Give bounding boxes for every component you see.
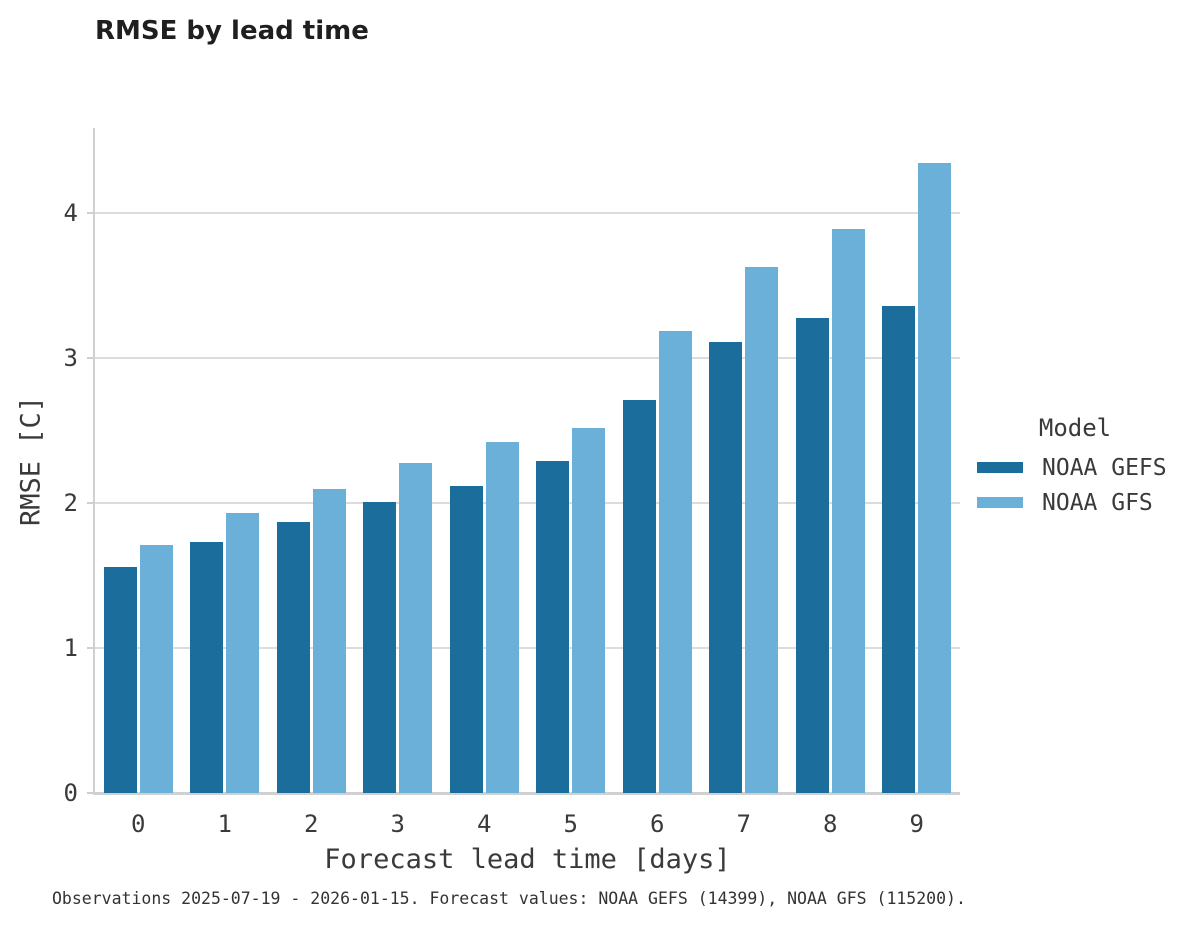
y-axis-spine <box>93 128 95 795</box>
x-tick-label-9: 9 <box>909 810 924 838</box>
bar-group-day-5 <box>528 128 615 793</box>
bar-noaa-gfs-day-0 <box>139 545 173 793</box>
bar-noaa-gefs-day-8 <box>795 317 829 793</box>
bar-noaa-gefs-day-9 <box>882 306 916 793</box>
plot-area <box>95 128 960 793</box>
bar-group-day-4 <box>441 128 528 793</box>
y-tick-label-2: 2 <box>63 488 78 517</box>
x-tick-label-2: 2 <box>304 810 319 838</box>
bar-noaa-gfs-day-4 <box>485 442 519 793</box>
x-tick-label-5: 5 <box>563 810 578 838</box>
bar-group-day-9 <box>874 128 961 793</box>
y-tick-mark-2 <box>87 501 94 504</box>
legend: Model NOAA GEFS NOAA GFS <box>977 414 1173 520</box>
bar-noaa-gefs-day-6 <box>622 400 656 793</box>
x-axis-spine <box>93 792 960 795</box>
y-tick-mark-3 <box>87 356 94 359</box>
bar-noaa-gefs-day-5 <box>536 461 570 793</box>
x-axis-label: Forecast lead time [days] <box>324 844 731 875</box>
legend-label-gefs: NOAA GEFS <box>1042 454 1167 481</box>
legend-label-gfs: NOAA GFS <box>1042 489 1153 516</box>
bar-group-day-3 <box>355 128 442 793</box>
chart-title: RMSE by lead time <box>95 16 369 46</box>
legend-swatch-gfs-icon <box>977 497 1023 508</box>
bar-noaa-gfs-day-1 <box>226 513 260 793</box>
legend-title: Model <box>1038 414 1112 442</box>
x-tick-label-1: 1 <box>217 810 232 838</box>
y-tick-label-3: 3 <box>63 343 78 372</box>
bar-noaa-gfs-day-7 <box>745 267 779 793</box>
x-tick-label-4: 4 <box>477 810 492 838</box>
bar-group-day-0 <box>95 128 182 793</box>
title-block: RMSE by lead time <box>95 14 369 48</box>
bar-noaa-gfs-day-9 <box>918 162 952 793</box>
bar-group-day-1 <box>182 128 269 793</box>
legend-swatch-gefs-icon <box>977 462 1023 473</box>
y-tick-mark-1 <box>87 646 94 649</box>
gridline-y-3 <box>95 357 960 360</box>
y-tick-mark-4 <box>87 211 94 214</box>
bar-group-day-7 <box>701 128 788 793</box>
bar-noaa-gfs-day-6 <box>658 330 692 793</box>
bar-noaa-gefs-day-4 <box>449 485 483 793</box>
y-tick-label-4: 4 <box>63 198 78 227</box>
bar-group-day-8 <box>787 128 874 793</box>
legend-row-noaa-gefs: NOAA GEFS <box>977 450 1173 485</box>
bar-noaa-gfs-day-5 <box>572 427 606 793</box>
gridline-y-2 <box>95 502 960 505</box>
x-tick-label-7: 7 <box>736 810 751 838</box>
bar-noaa-gfs-day-8 <box>831 229 865 793</box>
y-tick-label-0: 0 <box>63 778 78 807</box>
bar-noaa-gefs-day-0 <box>103 566 137 793</box>
gridline-y-4 <box>95 212 960 215</box>
x-tick-label-6: 6 <box>650 810 665 838</box>
bar-noaa-gefs-day-3 <box>363 501 397 793</box>
y-axis-label: RMSE [C] <box>15 395 47 527</box>
legend-rows: NOAA GEFS NOAA GFS <box>977 450 1173 520</box>
bar-noaa-gefs-day-1 <box>190 542 224 793</box>
legend-row-noaa-gfs: NOAA GFS <box>977 485 1173 520</box>
x-tick-label-0: 0 <box>131 810 146 838</box>
bar-noaa-gefs-day-7 <box>709 342 743 793</box>
bar-group-day-2 <box>268 128 355 793</box>
y-tick-label-1: 1 <box>63 633 78 662</box>
bar-noaa-gefs-day-2 <box>276 522 310 793</box>
x-tick-label-8: 8 <box>823 810 838 838</box>
footer-note: Observations 2025-07-19 - 2026-01-15. Fo… <box>52 889 966 908</box>
x-tick-label-3: 3 <box>390 810 405 838</box>
gridline-y-1 <box>95 647 960 650</box>
bar-noaa-gfs-day-3 <box>399 462 433 793</box>
y-tick-mark-0 <box>87 791 94 794</box>
bar-noaa-gfs-day-2 <box>312 488 346 793</box>
bar-group-day-6 <box>614 128 701 793</box>
